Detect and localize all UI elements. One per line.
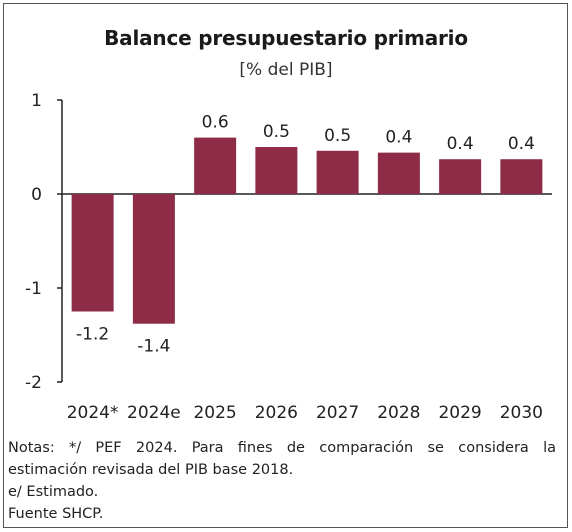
x-tick-label: 2028: [377, 403, 420, 423]
note-line: Notas: */ PEF 2024. Para fines de compar…: [8, 440, 556, 456]
value-label: 0.6: [202, 113, 229, 133]
x-tick-label: 2024e: [127, 403, 181, 423]
value-label: -1.4: [137, 337, 170, 357]
bar-chart: 10-1-2 -1.2-1.40.6 0.5 0.5 0.4 0.4 0.4 2024* 2…: [25, 91, 552, 423]
value-label: 0.4: [508, 134, 535, 154]
y-tick-label: -2: [25, 373, 42, 393]
x-tick-label: 2030: [500, 403, 543, 423]
bar: [377, 152, 420, 194]
value-label: 0.4: [385, 128, 412, 148]
chart-title: Balance presupuestario primario: [104, 26, 468, 50]
x-tick-label: 2029: [438, 403, 481, 423]
y-axis-ticks: 1 0 -1 -2: [25, 91, 62, 393]
value-label: 0.4: [447, 134, 474, 154]
value-label: 0.5: [263, 122, 290, 142]
y-tick-label: 0: [31, 185, 42, 205]
value-labels: -1.2 -1.4 0.6 0.5 0.5 0.4 0.4 0.4: [76, 113, 535, 357]
y-tick-label: 1: [31, 91, 42, 111]
chart-notes: Notas: */ PEF 2024. Para fines de compar…: [8, 437, 556, 525]
bar: [132, 194, 175, 324]
bars: [71, 137, 543, 324]
chart-subtitle: [% del PIB]: [239, 60, 333, 80]
x-tick-label: 2024*: [67, 403, 119, 423]
bar: [316, 150, 359, 194]
bar: [439, 159, 482, 194]
bar: [194, 137, 237, 194]
value-label: 0.5: [324, 126, 351, 146]
y-tick-label: -1: [25, 279, 42, 299]
bar: [255, 147, 298, 194]
note-line: estimación revisada del PIB base 2018.: [8, 462, 294, 478]
note-line: e/ Estimado.: [8, 484, 99, 500]
category-labels: 2024* 2024e 2025 2026 2027 2028 2029 2030: [67, 403, 543, 423]
x-tick-label: 2025: [193, 403, 236, 423]
x-tick-label: 2026: [255, 403, 298, 423]
x-tick-label: 2027: [316, 403, 359, 423]
note-line: Fuente SHCP.: [8, 506, 104, 522]
bar: [71, 194, 114, 312]
value-label: -1.2: [76, 325, 109, 345]
bar: [500, 159, 543, 194]
